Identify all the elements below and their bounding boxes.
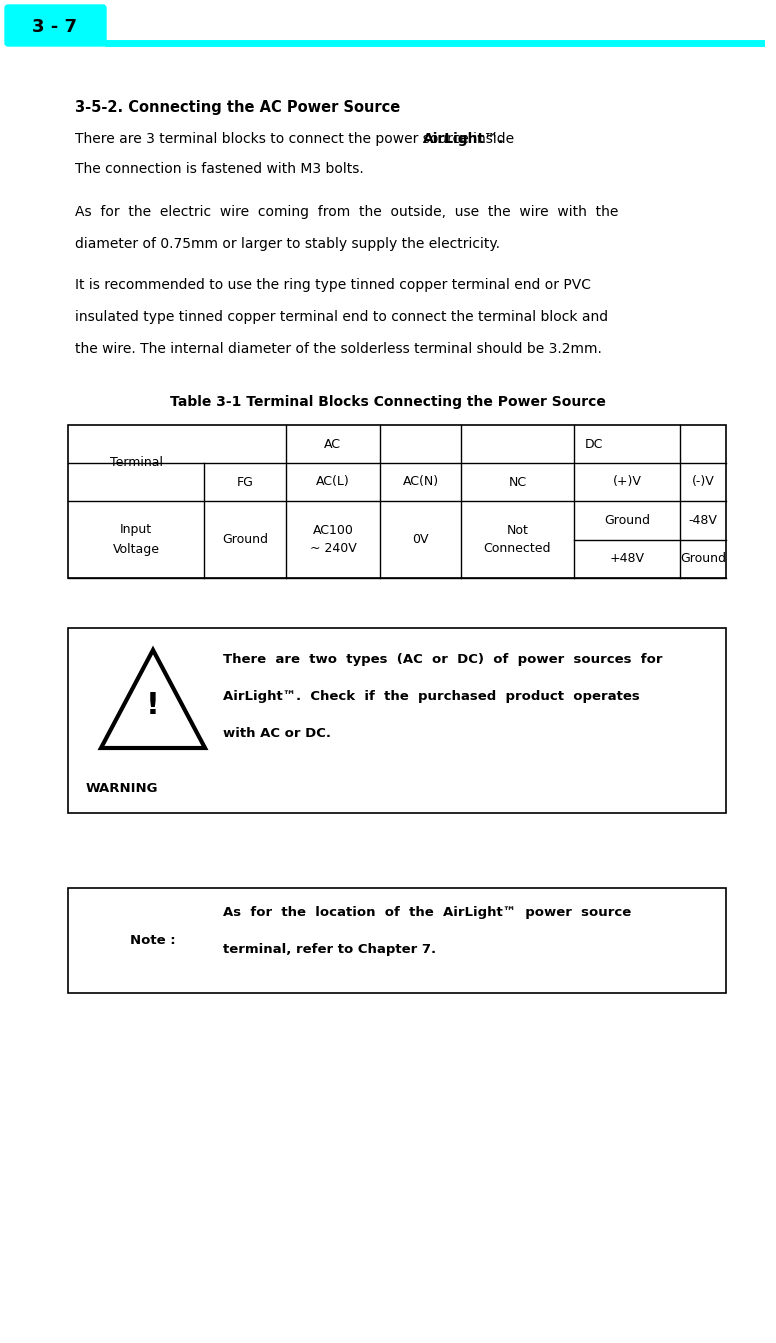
Text: As  for  the  location  of  the  AirLight™  power  source: As for the location of the AirLight™ pow… <box>223 907 631 919</box>
Text: terminal, refer to Chapter 7.: terminal, refer to Chapter 7. <box>223 943 436 956</box>
Text: AirLight™.  Check  if  the  purchased  product  operates: AirLight™. Check if the purchased produc… <box>223 690 639 702</box>
Text: Ground: Ground <box>680 552 726 565</box>
Text: The connection is fastened with M3 bolts.: The connection is fastened with M3 bolts… <box>75 163 364 176</box>
Text: As  for  the  electric  wire  coming  from  the  outside,  use  the  wire  with : As for the electric wire coming from the… <box>75 205 618 219</box>
Text: Ground: Ground <box>222 533 268 547</box>
Text: Not
Connected: Not Connected <box>483 524 551 556</box>
Text: +48V: +48V <box>609 552 645 565</box>
Text: It is recommended to use the ring type tinned copper terminal end or PVC: It is recommended to use the ring type t… <box>75 278 591 291</box>
Text: FG: FG <box>237 475 254 489</box>
Text: Table 3-1 Terminal Blocks Connecting the Power Source: Table 3-1 Terminal Blocks Connecting the… <box>170 395 606 410</box>
Text: !: ! <box>146 690 160 720</box>
Text: with AC or DC.: with AC or DC. <box>223 727 331 740</box>
Text: There  are  two  types  (AC  or  DC)  of  power  sources  for: There are two types (AC or DC) of power … <box>223 653 663 666</box>
Text: NC: NC <box>508 475 527 489</box>
Text: AC: AC <box>324 438 341 450</box>
Polygon shape <box>101 650 205 748</box>
Text: 0V: 0V <box>412 533 429 547</box>
Text: (+)V: (+)V <box>612 475 642 489</box>
Text: AC100
~ 240V: AC100 ~ 240V <box>310 524 356 556</box>
Text: (-)V: (-)V <box>691 475 715 489</box>
Text: 3-5-2. Connecting the AC Power Source: 3-5-2. Connecting the AC Power Source <box>75 99 400 115</box>
Text: Note :: Note : <box>130 933 176 947</box>
Text: Terminal: Terminal <box>109 457 162 470</box>
Text: WARNING: WARNING <box>86 782 158 795</box>
Bar <box>68 629 726 813</box>
Bar <box>68 424 726 577</box>
Bar <box>68 888 726 992</box>
Text: AirLight™.: AirLight™. <box>423 132 504 146</box>
Text: AC(L): AC(L) <box>316 475 350 489</box>
FancyBboxPatch shape <box>5 5 106 46</box>
Text: diameter of 0.75mm or larger to stably supply the electricity.: diameter of 0.75mm or larger to stably s… <box>75 236 500 251</box>
Text: 3 - 7: 3 - 7 <box>33 17 78 36</box>
Text: the wire. The internal diameter of the solderless terminal should be 3.2mm.: the wire. The internal diameter of the s… <box>75 342 602 356</box>
Text: There are 3 terminal blocks to connect the power source inside: There are 3 terminal blocks to connect t… <box>75 132 518 146</box>
Text: insulated type tinned copper terminal end to connect the terminal block and: insulated type tinned copper terminal en… <box>75 310 608 324</box>
Text: AC(N): AC(N) <box>403 475 438 489</box>
Text: Input
Voltage: Input Voltage <box>113 524 160 556</box>
Text: Ground: Ground <box>604 514 650 526</box>
Text: -48V: -48V <box>688 514 718 526</box>
Text: DC: DC <box>584 438 603 450</box>
